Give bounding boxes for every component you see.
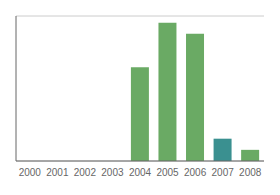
svg-text:2006: 2006 [184, 167, 207, 178]
svg-text:2007: 2007 [212, 167, 235, 178]
svg-text:2001: 2001 [46, 167, 69, 178]
svg-text:2008: 2008 [239, 167, 262, 178]
svg-text:2004: 2004 [129, 167, 152, 178]
svg-text:2003: 2003 [101, 167, 124, 178]
svg-text:2002: 2002 [74, 167, 97, 178]
svg-text:2005: 2005 [156, 167, 179, 178]
svg-text:2000: 2000 [19, 167, 42, 178]
